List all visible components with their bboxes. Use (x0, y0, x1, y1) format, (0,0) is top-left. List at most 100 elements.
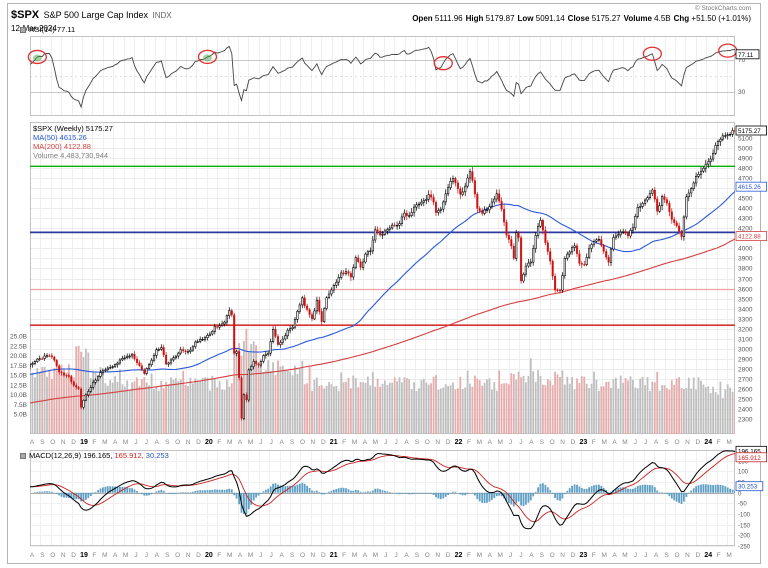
svg-text:A: A (238, 439, 243, 446)
svg-text:S: S (415, 552, 420, 559)
svg-text:J: J (634, 552, 637, 559)
macd-value: 196.165, (83, 451, 113, 460)
svg-text:M: M (477, 439, 482, 446)
svg-text:0: 0 (738, 492, 742, 498)
svg-text:21: 21 (330, 439, 338, 446)
svg-text:D: D (321, 439, 326, 446)
axis-badges: 77.11 5175.27 4615.26 4122.88 196.165165.912… (735, 49, 768, 492)
svg-text:J: J (134, 439, 137, 446)
svg-text:2900: 2900 (738, 357, 753, 364)
svg-text:20: 20 (205, 552, 213, 559)
svg-text:3700: 3700 (738, 277, 753, 284)
svg-text:100: 100 (738, 470, 749, 476)
svg-text:3300: 3300 (738, 317, 753, 324)
svg-text:M: M (601, 552, 606, 559)
svg-text:J: J (394, 552, 397, 559)
svg-text:M: M (123, 552, 128, 559)
svg-text:S: S (540, 439, 545, 446)
svg-text:25.0B: 25.0B (10, 334, 27, 341)
svg-text:S: S (40, 439, 45, 446)
svg-text:3400: 3400 (738, 307, 753, 314)
legend-item: Volume 4,483,730,944 (33, 151, 109, 160)
svg-text:J: J (270, 439, 273, 446)
copyright: © StockCharts.com (694, 5, 751, 12)
svg-text:J: J (134, 552, 137, 559)
macd-histogram (31, 482, 735, 515)
svg-text:F: F (342, 439, 346, 446)
svg-text:D: D (571, 439, 576, 446)
svg-text:4122.88: 4122.88 (738, 234, 761, 241)
svg-text:J: J (145, 439, 148, 446)
svg-text:N: N (685, 552, 690, 559)
svg-text:F: F (217, 552, 221, 559)
svg-text:2800: 2800 (738, 367, 753, 374)
svg-text:N: N (186, 552, 191, 559)
svg-text:3800: 3800 (738, 266, 753, 273)
svg-text:M: M (726, 439, 731, 446)
svg-text:D: D (695, 439, 700, 446)
svg-text:10.0B: 10.0B (10, 392, 27, 399)
svg-text:-250: -250 (738, 545, 751, 551)
svg-text:D: D (695, 552, 700, 559)
svg-text:3000: 3000 (738, 347, 753, 354)
svg-text:A: A (612, 439, 617, 446)
svg-text:M: M (352, 552, 357, 559)
svg-text:M: M (248, 439, 253, 446)
svg-text:O: O (300, 552, 305, 559)
svg-text:-50: -50 (738, 502, 747, 508)
svg-text:77.11: 77.11 (738, 52, 754, 59)
axis-labels: 2300 2400 2500 2600 2700 2800 2900 3000 3100 3200… (10, 57, 753, 551)
svg-text:N: N (435, 439, 440, 446)
svg-text:7.5B: 7.5B (14, 402, 27, 409)
svg-text:N: N (560, 439, 565, 446)
svg-text:A: A (113, 552, 118, 559)
svg-text:F: F (92, 552, 96, 559)
svg-text:M: M (477, 552, 482, 559)
svg-text:S: S (540, 552, 545, 559)
svg-text:A: A (280, 439, 285, 446)
quote-row: Open 5111.96 High 5179.87 Low 5091.14 Close… (409, 14, 751, 23)
svg-text:17.5B: 17.5B (10, 363, 27, 370)
svg-text:J: J (644, 439, 647, 446)
indicator-icon (20, 453, 26, 459)
svg-text:-200: -200 (738, 534, 751, 540)
svg-text:3600: 3600 (738, 287, 753, 294)
svg-text:S: S (290, 439, 295, 446)
svg-text:150: 150 (738, 460, 749, 466)
svg-text:O: O (674, 552, 679, 559)
svg-text:22.5B: 22.5B (10, 343, 27, 350)
svg-text:D: D (321, 552, 326, 559)
svg-text:N: N (435, 552, 440, 559)
svg-text:2500: 2500 (738, 397, 753, 404)
svg-text:F: F (92, 439, 96, 446)
rsi-legend: RSI(14) 77.11 (20, 25, 75, 34)
chart-date: 12-Mar-2024 (11, 24, 57, 33)
svg-text:A: A (113, 439, 118, 446)
svg-text:M: M (497, 439, 502, 446)
quote-low: Low 5091.14 (517, 14, 565, 23)
svg-text:2300: 2300 (738, 417, 753, 424)
svg-text:12.5B: 12.5B (10, 382, 27, 389)
quote-open: Open 5111.96 (412, 14, 463, 23)
ma200-line (30, 238, 735, 404)
svg-text:J: J (519, 552, 522, 559)
svg-text:4400: 4400 (738, 206, 753, 213)
gridlines (30, 36, 735, 547)
chart-header: $SPX S&P 500 Large Cap Index INDX 12-Mar… (11, 5, 759, 33)
svg-text:A: A (529, 439, 534, 446)
svg-text:D: D (571, 552, 576, 559)
candlestick-series (30, 127, 735, 421)
macd-signal-line (30, 453, 735, 523)
svg-text:J: J (259, 439, 262, 446)
svg-text:D: D (71, 439, 76, 446)
svg-text:23: 23 (579, 552, 587, 559)
svg-text:A: A (280, 552, 285, 559)
chart-frame (7, 3, 761, 564)
svg-text:J: J (509, 552, 512, 559)
svg-text:22: 22 (455, 439, 463, 446)
svg-text:J: J (509, 439, 512, 446)
svg-text:24: 24 (704, 552, 712, 559)
svg-text:D: D (196, 439, 201, 446)
svg-text:O: O (175, 439, 180, 446)
